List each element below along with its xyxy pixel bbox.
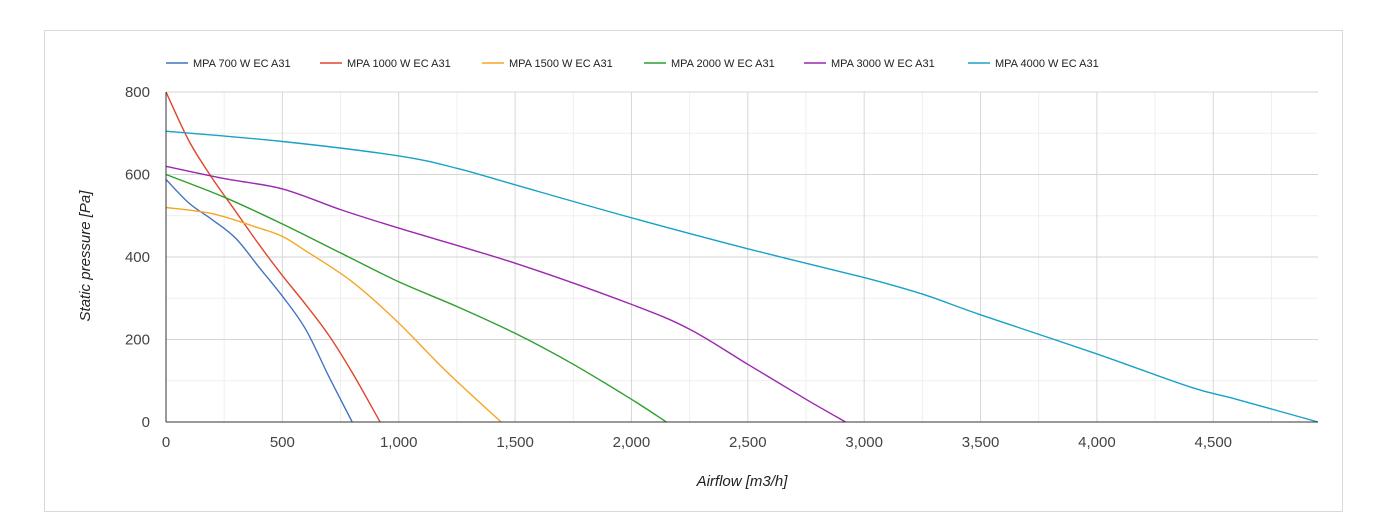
chart-frame [44, 30, 1343, 512]
series-line-5 [165, 165, 846, 423]
x-tick-label: 2,500 [729, 434, 767, 451]
series-line-3 [165, 206, 502, 423]
x-tick-label: 1,000 [380, 434, 418, 451]
legend-label: MPA 700 W EC A31 [193, 58, 291, 70]
y-tick-label: 800 [125, 84, 150, 101]
x-tick-label: 4,500 [1194, 434, 1232, 451]
legend-item-4[interactable]: MPA 2000 W EC A31 [644, 58, 775, 70]
y-tick-label: 600 [125, 167, 150, 184]
series-line-4 [165, 173, 667, 423]
series-line-6 [165, 130, 1319, 423]
x-tick-label: 4,000 [1078, 434, 1116, 451]
legend-label: MPA 4000 W EC A31 [995, 58, 1099, 70]
y-tick-label: 200 [125, 332, 150, 349]
y-tick-label: 400 [125, 249, 150, 266]
x-tick-label: 2,000 [613, 434, 651, 451]
legend-item-1[interactable]: MPA 700 W EC A31 [166, 58, 291, 70]
x-axis-title: Airflow [m3/h] [696, 473, 789, 490]
x-tick-label: 3,500 [962, 434, 1000, 451]
legend-label: MPA 1500 W EC A31 [509, 58, 613, 70]
legend[interactable]: MPA 700 W EC A31 MPA 1000 W EC A31 MPA 150… [166, 58, 1099, 70]
legend-label: MPA 2000 W EC A31 [671, 58, 775, 70]
series-line-1 [165, 179, 353, 423]
x-tick-label: 3,000 [845, 434, 883, 451]
legend-label: MPA 3000 W EC A31 [831, 58, 935, 70]
series-line-2 [165, 91, 381, 423]
x-tick-label: 500 [270, 434, 295, 451]
legend-item-6[interactable]: MPA 4000 W EC A31 [968, 58, 1099, 70]
axis-layer: 0 500 1,000 1,500 2,000 2,500 3,000 3,500 4,000 4… [125, 84, 1318, 451]
legend-item-5[interactable]: MPA 3000 W EC A31 [804, 58, 935, 70]
x-tick-label: 1,500 [496, 434, 534, 451]
x-tick-label: 0 [162, 434, 170, 451]
legend-item-2[interactable]: MPA 1000 W EC A31 [320, 58, 451, 70]
legend-label: MPA 1000 W EC A31 [347, 58, 451, 70]
y-axis-title: Static pressure [Pa] [77, 190, 94, 322]
series-layer [165, 91, 1319, 423]
legend-item-3[interactable]: MPA 1500 W EC A31 [482, 58, 613, 70]
grid-layer [165, 91, 1318, 422]
y-tick-label: 0 [142, 414, 150, 431]
